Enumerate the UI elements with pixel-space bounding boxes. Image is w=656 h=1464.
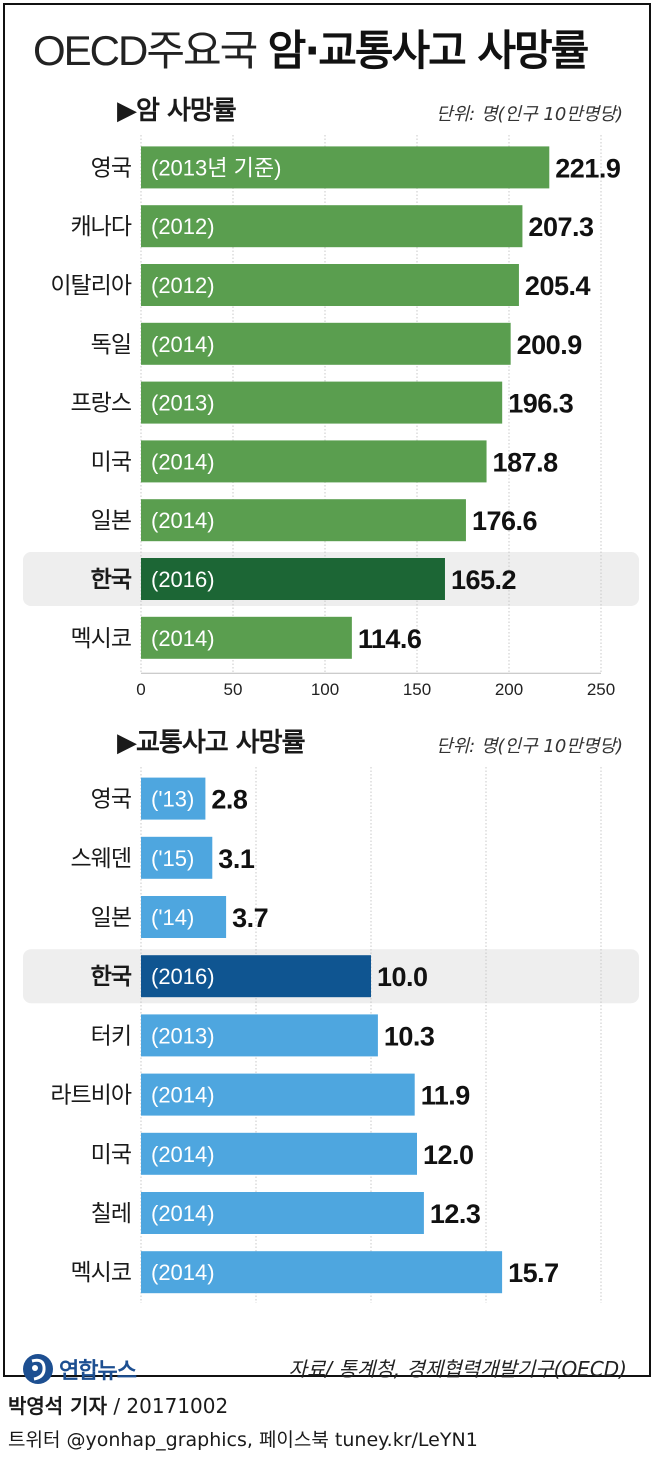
traffic-category-label: 칠레: [91, 1201, 131, 1227]
cancer-category-label: 프랑스: [71, 391, 131, 417]
traffic-value-label: 11.9: [421, 1081, 471, 1111]
cancer-section-title: ▶암 사망률: [117, 96, 237, 126]
traffic-bar: [141, 1192, 424, 1234]
traffic-value-label: 10.0: [377, 962, 428, 992]
cancer-category-label: 독일: [91, 332, 131, 358]
traffic-category-label: 일본: [91, 905, 131, 931]
cancer-bar: [141, 499, 466, 542]
cancer-value-label: 196.3: [508, 389, 574, 419]
traffic-value-label: 15.7: [508, 1258, 559, 1288]
cancer-category-label: 이탈리아: [50, 273, 131, 299]
traffic-category-label: 미국: [91, 1142, 131, 1168]
traffic-category-label: 영국: [91, 787, 131, 813]
cancer-bar: [141, 440, 487, 483]
traffic-year-label: ('15): [151, 846, 194, 871]
cancer-category-label: 멕시코: [71, 626, 131, 652]
traffic-value-label: 12.3: [430, 1199, 481, 1229]
traffic-category-label: 터키: [91, 1023, 131, 1049]
cancer-bar: [141, 558, 445, 600]
cancer-bar: [141, 205, 523, 248]
byline: 박영석 기자 / 20171002: [8, 1392, 228, 1420]
yonhap-logo-icon: [23, 1354, 53, 1384]
traffic-value-label: 3.1: [218, 844, 255, 874]
cancer-value-label: 205.4: [525, 271, 591, 301]
traffic-bar: [141, 896, 227, 938]
cancer-bar: [141, 264, 519, 306]
cancer-year-label: (2014): [151, 508, 215, 533]
traffic-unit-label: 단위: 명(인구 10만명당): [436, 736, 623, 757]
cancer-year-label: (2016): [151, 567, 215, 592]
traffic-year-label: (2014): [151, 1142, 215, 1167]
cancer-year-label: (2014): [151, 332, 215, 357]
cancer-year-label: (2012): [151, 214, 215, 239]
cancer-category-label: 일본: [91, 508, 131, 534]
cancer-value-label: 221.9: [555, 153, 621, 183]
traffic-value-label: 10.3: [384, 1021, 435, 1051]
traffic-section-title: ▶교통사고 사망률: [117, 728, 305, 758]
traffic-value-label: 3.7: [232, 903, 268, 933]
cancer-year-label: (2012): [151, 273, 215, 298]
source-note: 자료/ 통계청, 경제협력개발기구(OECD): [288, 1357, 627, 1381]
cancer-category-label: 미국: [91, 449, 131, 475]
traffic-year-label: (2014): [151, 1083, 215, 1108]
cancer-year-label: (2013년 기준): [151, 155, 281, 180]
cancer-category-label: 캐나다: [71, 214, 132, 240]
yonhap-logo: 연합뉴스: [21, 1349, 137, 1389]
traffic-category-label: 스웨덴: [71, 846, 131, 872]
cancer-value-label: 114.6: [358, 624, 422, 654]
reporter-name: 박영석 기자: [8, 1394, 107, 1418]
traffic-year-label: ('13): [151, 787, 194, 812]
traffic-category-label: 라트비아: [50, 1083, 131, 1109]
infographic-frame: OECD주요국 암·교통사고 사망률 ▶암 사망률 단위: 명(인구 10만명당…: [3, 3, 651, 1384]
traffic-bar: [141, 1251, 503, 1294]
cancer-tick-label: 50: [224, 680, 243, 699]
traffic-bar: [141, 955, 371, 998]
page-title: OECD주요국 암·교통사고 사망률: [33, 21, 590, 81]
cancer-category-label: 한국: [91, 567, 132, 593]
cancer-value-label: 207.3: [528, 212, 594, 242]
cancer-tick-label: 250: [587, 680, 615, 699]
traffic-year-label: (2014): [151, 1201, 215, 1226]
traffic-bar: [141, 836, 213, 879]
cancer-tick-label: 0: [136, 680, 145, 699]
logo-text: 연합뉴스: [59, 1359, 137, 1384]
cancer-unit-label: 단위: 명(인구 10만명당): [436, 104, 623, 125]
cancer-value-label: 176.6: [472, 506, 538, 536]
traffic-bar: [141, 1132, 417, 1175]
cancer-value-label: 200.9: [517, 330, 583, 360]
cancer-bar: [141, 381, 503, 424]
title-light: OECD주요국: [33, 27, 258, 74]
cancer-year-label: (2013): [151, 391, 215, 416]
sns-links: 트위터 @yonhap_graphics, 페이스북 tuney.kr/LeYN…: [8, 1429, 478, 1451]
traffic-bar: [141, 777, 206, 820]
traffic-bar: [141, 1073, 415, 1116]
cancer-bar: [141, 322, 511, 365]
cancer-chart: 영국 (2013년 기준) 221.9 캐나다 (2012) 207.3 이탈리아 (2012…: [23, 135, 639, 699]
cancer-value-label: 187.8: [493, 447, 559, 477]
publish-date: / 20171002: [113, 1394, 229, 1418]
cancer-year-label: (2014): [151, 626, 215, 651]
title-bold: 암·교통사고 사망률: [267, 26, 590, 75]
traffic-year-label: (2014): [151, 1260, 215, 1285]
cancer-value-label: 165.2: [451, 565, 516, 595]
cancer-category-label: 영국: [91, 155, 131, 181]
cancer-tick-label: 200: [495, 680, 523, 699]
traffic-value-label: 12.0: [423, 1140, 474, 1170]
traffic-bar: [141, 1014, 378, 1057]
traffic-year-label: ('14): [151, 905, 194, 930]
cancer-tick-label: 100: [311, 680, 339, 699]
cancer-bar: [141, 616, 352, 659]
cancer-tick-label: 150: [403, 680, 431, 699]
traffic-value-label: 2.8: [211, 785, 248, 815]
cancer-bar: [141, 146, 550, 189]
traffic-year-label: (2016): [151, 964, 215, 989]
traffic-category-label: 멕시코: [71, 1260, 131, 1286]
traffic-category-label: 한국: [91, 964, 132, 990]
traffic-year-label: (2013): [151, 1023, 215, 1048]
traffic-chart: 영국 ('13) 2.8 스웨덴 ('15) 3.1 일본 ('14) 3.7 한국 (2016) 1…: [23, 767, 639, 1303]
cancer-year-label: (2014): [151, 449, 215, 474]
